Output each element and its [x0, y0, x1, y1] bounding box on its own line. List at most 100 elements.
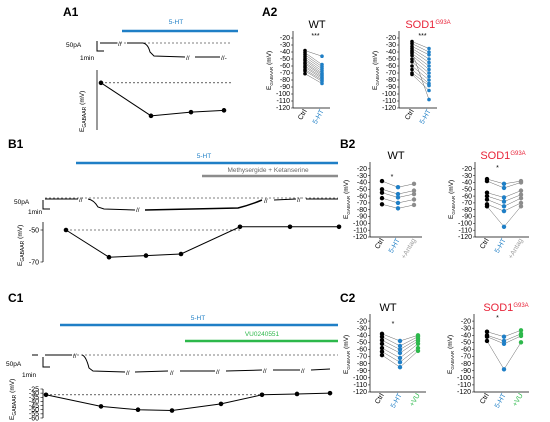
A2-SOD1-point: [410, 53, 414, 58]
b1-break-2: //: [136, 207, 140, 214]
B2-SOD1-point: [518, 188, 524, 193]
B2-SOD1-ytick-label: -120: [458, 234, 472, 241]
C2-WT-ytick-label: -120: [353, 389, 367, 396]
A2-SOD1-pair-line: [411, 55, 430, 70]
B2-WT-category-label: 5-HT: [388, 237, 402, 255]
A2-SOD1-ytick-label: -20: [386, 35, 396, 42]
C1-timecourse-point: [43, 392, 49, 398]
a1-timecourse: [98, 80, 232, 119]
C1-timecourse-ytick-label: -40: [29, 399, 39, 406]
svg-text:EGABAAR(mV): EGABAAR(mV): [17, 225, 26, 266]
B1-timecourse-point: [106, 254, 112, 260]
svg-text:EGABAAR(mV): EGABAAR(mV): [79, 91, 88, 132]
A1-timecourse-point: [148, 113, 154, 119]
a2-wt-chart: -20-30-40-50-60-70-80-90-100-110-120 EGAB…: [266, 19, 330, 125]
A2-WT-significance: ***: [311, 33, 319, 40]
a1-drug-label: 5-HT: [169, 19, 183, 26]
A2-SOD1-point: [427, 60, 431, 65]
B2-SOD1-ytick-label: -70: [462, 200, 472, 207]
C2-SOD1-y-title: EGABAAR(mV): [447, 335, 455, 374]
b2-sod1-chart: -20-30-40-50-60-70-80-90-100-110-120 EGAB…: [448, 150, 529, 260]
C2-WT-point: [397, 350, 403, 356]
C1-timecourse-ytick-label: -45: [29, 403, 39, 410]
A2-SOD1-point: [410, 67, 414, 72]
panel-label-b2: B2: [340, 137, 356, 151]
B2-WT-ytick-label: -40: [357, 180, 367, 187]
B2-SOD1-ytick-label: -50: [462, 186, 472, 193]
A2-WT-point: [303, 71, 307, 76]
B1-timecourse-point: [237, 224, 243, 230]
C2-WT-point: [397, 347, 403, 352]
A2-WT-pair-line: [304, 60, 323, 74]
c1-break-1: //: [73, 353, 77, 360]
C2-SOD1-ytick-label: -30: [461, 325, 471, 332]
C2-SOD1-ytick-label: -100: [457, 375, 471, 382]
A2-SOD1-point: [427, 78, 431, 82]
A2-WT-pair-line: [304, 70, 323, 82]
A2-SOD1-category-label: Ctrl: [404, 108, 416, 121]
panel-c1: 5-HT VU0240551 // // // // // // 50pA 1m…: [6, 315, 338, 422]
B1-timecourse-point: [63, 227, 69, 233]
A2-SOD1-ytick-label: -60: [386, 63, 396, 70]
C2-SOD1-ytick-label: -50: [461, 340, 471, 347]
C2-WT-category-label: +VU: [409, 393, 422, 408]
B2-WT-point: [395, 191, 401, 197]
c2-sod1-chart: -20-30-40-50-60-70-80-90-100-110-120 EGAB…: [447, 302, 529, 409]
C2-WT-point: [379, 334, 385, 339]
panel-b1: 5-HT Methysergide + Ketanserine // // //…: [14, 153, 342, 266]
B2-SOD1-point: [484, 178, 490, 184]
panel-b2: -20-30-40-50-60-70-80-90-100-110-120EGAB…: [343, 150, 529, 260]
B2-SOD1-ytick-label: -90: [462, 214, 472, 221]
C2-SOD1-ytick-label: -60: [461, 347, 471, 354]
B2-WT-point: [379, 187, 385, 192]
C2-WT-ytick-label: -60: [357, 347, 367, 354]
b1-antagonist-label: Methysergide + Ketanserine: [227, 167, 309, 174]
A1-timecourse-point: [221, 108, 227, 113]
B2-WT-point: [379, 202, 385, 207]
B2-SOD1-point: [501, 208, 507, 214]
A2-SOD1-pair-line: [411, 65, 430, 81]
B2-SOD1-point: [518, 195, 524, 201]
A2-WT-y-title: EGABAAR(mV): [266, 51, 274, 90]
C2-SOD1-point: [518, 328, 524, 333]
A2-SOD1-point: [427, 53, 431, 57]
A2-WT-ytick-label: -50: [280, 56, 290, 63]
A2-SOD1-ytick-label: -80: [386, 77, 396, 84]
A1-timecourse-point: [98, 80, 104, 86]
c1-y-title: EGABAAR(mV): [9, 379, 18, 420]
C2-SOD1-ytick-label: -110: [458, 382, 472, 389]
C2-SOD1-ytick-label: -120: [457, 389, 471, 396]
A2-WT-ytick-label: -110: [277, 98, 291, 105]
C1-timecourse-point: [294, 391, 300, 397]
A2-WT-title: WT: [308, 19, 325, 31]
C1-timecourse-point: [327, 390, 333, 396]
B2-SOD1-ytick-label: -40: [462, 180, 472, 187]
B1-timecourse-point: [143, 253, 149, 258]
A2-WT-ytick-label: -60: [280, 63, 290, 70]
b1-break-3: //: [264, 198, 268, 205]
C2-SOD1-point: [484, 334, 490, 339]
A2-WT-point: [320, 81, 324, 86]
A2-SOD1-point: [410, 41, 414, 46]
panel-label-a1: A1: [63, 5, 79, 19]
A2-SOD1-pair-line: [411, 50, 430, 63]
B2-WT-ytick-label: -80: [357, 207, 367, 214]
a1-break-3: //-: [221, 55, 227, 62]
C2-WT-point: [397, 355, 403, 361]
C1-timecourse-point: [218, 401, 224, 407]
b1-current-trace-3: [144, 199, 263, 211]
b1-break-1: //: [79, 197, 83, 204]
A2-SOD1-ytick-label: -40: [386, 49, 396, 56]
B2-SOD1-point: [518, 180, 524, 185]
A1-timecourse-series-line: [100, 82, 225, 117]
A2-WT-ytick-label: -90: [280, 84, 290, 91]
B1-timecourse-point: [178, 251, 184, 257]
c1-break-2: //: [126, 370, 130, 377]
A2-WT-pair-line: [304, 62, 323, 75]
C1-timecourse-point: [259, 392, 265, 398]
C2-SOD1-point: [501, 341, 507, 346]
A2-SOD1-category-label: 5-HT: [419, 108, 433, 126]
C2-SOD1-ytick-label: -90: [461, 368, 471, 375]
A2-SOD1-pair-line: [411, 43, 430, 53]
